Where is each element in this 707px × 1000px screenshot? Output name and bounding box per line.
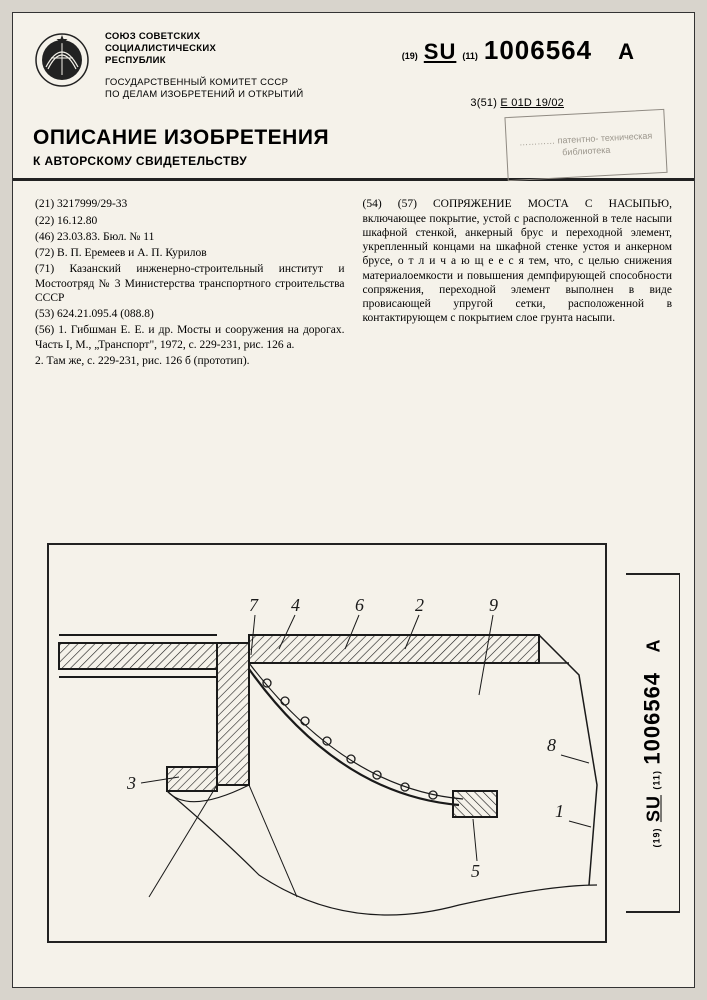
patent-page: СОЮЗ СОВЕТСКИХ СОЦИАЛИСТИЧЕСКИХ РЕСПУБЛИ… [12, 12, 695, 988]
side-su: SU [644, 795, 664, 822]
abstract: (54) (57) СОПРЯЖЕНИЕ МОСТА С НАСЫПЬЮ, вк… [363, 197, 673, 325]
side-kind: A [644, 638, 664, 652]
left-column: (21) 3217999/29-33 (22) 16.12.80 (46) 23… [35, 197, 345, 370]
stamp-text: ………… патентно- техническая библиотека [506, 129, 665, 162]
doc-number-row: (19) SU (11) 1006564 A [402, 35, 634, 66]
library-stamp: ………… патентно- техническая библиотека [504, 109, 667, 181]
field-21: (21) 3217999/29-33 [35, 197, 345, 211]
side-prefix1: (19) [652, 827, 662, 847]
authority-line: СОЮЗ СОВЕТСКИХ [105, 31, 200, 42]
ipc-classification: 3(51) E 01D 19/02 [470, 97, 564, 109]
side-tab: (19) SU (11) 1006564 A [626, 573, 680, 913]
svg-text:9: 9 [489, 595, 498, 615]
ussr-emblem-icon [33, 31, 91, 89]
svg-text:5: 5 [471, 861, 480, 881]
field-22: (22) 16.12.80 [35, 214, 345, 228]
patent-number: 1006564 [484, 35, 592, 66]
field-72: (72) В. П. Еремеев и А. П. Курилов [35, 246, 345, 260]
svg-text:2: 2 [415, 595, 424, 615]
svg-text:3: 3 [126, 773, 136, 793]
svg-text:6: 6 [355, 595, 364, 615]
bibliographic-body: (21) 3217999/29-33 (22) 16.12.80 (46) 23… [13, 181, 694, 380]
cc-prefix: (19) [402, 51, 418, 61]
header: СОЮЗ СОВЕТСКИХ СОЦИАЛИСТИЧЕСКИХ РЕСПУБЛИ… [13, 13, 694, 181]
svg-text:4: 4 [291, 595, 300, 615]
cc-sub: (11) [462, 51, 478, 61]
country-code: SU [424, 39, 457, 65]
side-number: 1006564 [640, 672, 665, 765]
ipc-prefix: 3(51) [470, 97, 497, 109]
committee-line: ПО ДЕЛАМ ИЗОБРЕТЕНИЙ И ОТКРЫТИЙ [105, 89, 674, 101]
svg-text:7: 7 [249, 595, 259, 615]
svg-text:1: 1 [555, 801, 564, 821]
field-46: (46) 23.03.83. Бюл. № 11 [35, 230, 345, 244]
kind-code: A [618, 39, 634, 65]
authority-line: СОЦИАЛИСТИЧЕСКИХ [105, 43, 216, 54]
side-prefix2: (11) [652, 770, 662, 790]
committee-line: ГОСУДАРСТВЕННЫЙ КОМИТЕТ СССР [105, 77, 674, 89]
field-56a: (56) 1. Гибшман Е. Е. и др. Мосты и соор… [35, 323, 345, 352]
right-column: (54) (57) СОПРЯЖЕНИЕ МОСТА С НАСЫПЬЮ, вк… [363, 197, 673, 370]
field-56b: 2. Там же, с. 229-231, рис. 126 б (прото… [35, 354, 345, 368]
patent-figure: 7 4 6 2 9 3 5 8 [47, 543, 607, 943]
side-doc-number: (19) SU (11) 1006564 A [640, 638, 666, 847]
authority-line: РЕСПУБЛИК [105, 55, 166, 66]
field-71: (71) Казанский инженерно-строительный ин… [35, 262, 345, 305]
field-53: (53) 624.21.095.4 (088.8) [35, 307, 345, 321]
svg-text:8: 8 [547, 735, 556, 755]
ipc-code: E 01D 19/02 [500, 97, 564, 109]
